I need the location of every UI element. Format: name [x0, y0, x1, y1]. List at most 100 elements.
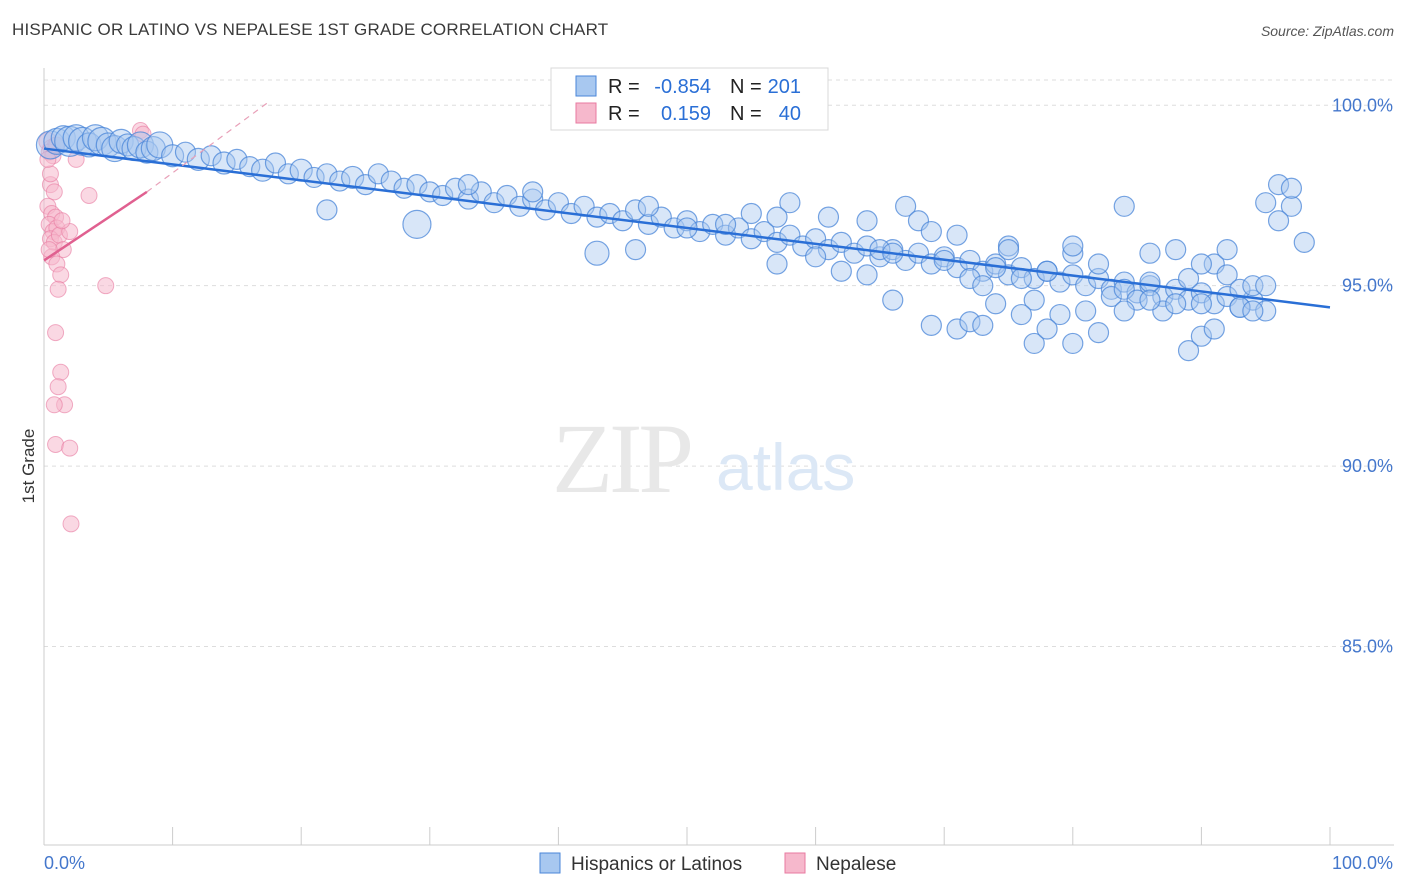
nepalese-point — [61, 439, 79, 457]
hispanic-point — [920, 220, 942, 243]
hispanic-point — [1139, 271, 1161, 293]
nepalese-points — [38, 122, 152, 533]
hispanic-point — [985, 293, 1007, 315]
stats-r-value: 0.159 — [661, 103, 711, 125]
hispanic-point — [959, 311, 981, 333]
hispanic-point — [1113, 195, 1135, 217]
hispanic-point — [624, 238, 647, 261]
nepalese-trend-line — [43, 190, 148, 262]
hispanic-point — [1280, 177, 1303, 199]
hispanic-point — [1139, 242, 1161, 264]
watermark-atlas: atlas — [716, 430, 855, 504]
y-axis-title: 1st Grade — [19, 429, 38, 504]
hispanic-point — [367, 163, 389, 185]
hispanic-point — [1190, 253, 1213, 275]
nepalese-point — [97, 277, 115, 295]
hispanic-point — [1177, 267, 1200, 290]
nepalese-point — [80, 186, 98, 204]
hispanic-point — [457, 174, 479, 196]
watermark: ZIP atlas — [552, 403, 855, 514]
stats-legend-swatch — [575, 75, 597, 97]
nepalese-point — [40, 241, 58, 259]
stats-r-label: R = — [608, 76, 640, 98]
nepalese-point — [47, 324, 65, 342]
hispanic-point — [1216, 238, 1238, 261]
hispanic-point — [740, 228, 762, 250]
hispanic-point — [1203, 318, 1225, 340]
hispanic-point — [1255, 300, 1277, 322]
hispanic-trend-line — [43, 147, 1331, 309]
chart-title: HISPANIC OR LATINO VS NEPALESE 1ST GRADE… — [12, 20, 609, 39]
y-tick-label: 90.0% — [1342, 456, 1393, 476]
hispanic-point — [972, 314, 994, 336]
hispanic-point — [817, 206, 840, 228]
nepalese-point — [52, 266, 70, 284]
hispanic-point — [1075, 275, 1097, 297]
hispanic-point — [895, 195, 917, 217]
hispanic-point — [1100, 285, 1122, 308]
stats-n-label: N = — [730, 103, 762, 125]
hispanic-point — [1036, 318, 1058, 340]
hispanic-point — [1293, 231, 1315, 253]
x-tick-label: 0.0% — [44, 853, 85, 873]
tick-labels: 85.0% 90.0% 95.0% 100.0% 0.0% 100.0% — [44, 95, 1393, 873]
bottom-legend-swatch — [784, 852, 806, 874]
hispanic-point — [1062, 242, 1084, 264]
hispanic-point — [997, 238, 1020, 261]
hispanic-point — [522, 181, 544, 203]
hispanic-point — [1190, 293, 1213, 315]
stats-n-value: 201 — [768, 76, 801, 98]
bottom-legend-label: Nepalese — [816, 854, 896, 875]
nepalese-point — [62, 515, 80, 533]
hispanic-point — [174, 141, 197, 163]
hispanic-point — [1023, 332, 1045, 355]
hispanic-point — [766, 206, 788, 228]
hispanic-point — [1242, 300, 1264, 322]
hispanic-point — [1216, 264, 1238, 286]
hispanic-point — [1267, 174, 1290, 196]
hispanic-point — [1139, 289, 1161, 311]
hispanic-point — [1010, 267, 1032, 290]
nepalese-point — [41, 165, 59, 183]
hispanic-point — [972, 275, 994, 297]
hispanic-point — [1087, 321, 1110, 344]
hispanic-point — [1165, 293, 1187, 315]
hispanic-point — [239, 156, 261, 178]
nepalese-point — [53, 212, 71, 230]
y-tick-label: 100.0% — [1332, 95, 1393, 115]
hispanic-point — [1255, 192, 1277, 214]
hispanic-point — [1049, 303, 1071, 326]
chart-source: Source: ZipAtlas.com — [1260, 23, 1394, 39]
hispanic-point — [856, 210, 878, 232]
hispanic-point — [946, 224, 968, 246]
bottom-legend-label: Hispanics or Latinos — [571, 854, 742, 875]
nepalese-point — [47, 435, 65, 453]
stats-r-value: -0.854 — [654, 76, 711, 98]
hispanic-point — [1062, 332, 1084, 355]
hispanic-point — [35, 130, 66, 160]
hispanic-point — [997, 264, 1020, 286]
nepalese-point — [45, 396, 63, 414]
hispanic-point — [584, 240, 610, 266]
hispanic-point — [402, 209, 432, 239]
hispanic-point — [1177, 340, 1200, 362]
hispanic-point — [1267, 210, 1290, 232]
hispanic-point — [1075, 300, 1097, 322]
hispanic-point — [766, 253, 788, 275]
hispanic-point — [1010, 303, 1032, 326]
hispanic-point — [959, 267, 981, 290]
x-tick-label: 100.0% — [1332, 853, 1393, 873]
hispanic-point — [1113, 300, 1135, 322]
nepalese-point — [49, 280, 67, 298]
bottom-legend-swatch — [539, 852, 561, 874]
hispanic-point — [1280, 195, 1303, 217]
stats-r-label: R = — [608, 103, 640, 125]
hispanic-point — [946, 318, 968, 340]
nepalese-point — [45, 183, 63, 201]
hispanic-points — [35, 124, 1315, 362]
stats-n-value: 40 — [779, 103, 801, 125]
trend-lines — [43, 101, 1331, 309]
nepalese-point — [52, 363, 70, 381]
hispanic-point — [882, 289, 904, 311]
